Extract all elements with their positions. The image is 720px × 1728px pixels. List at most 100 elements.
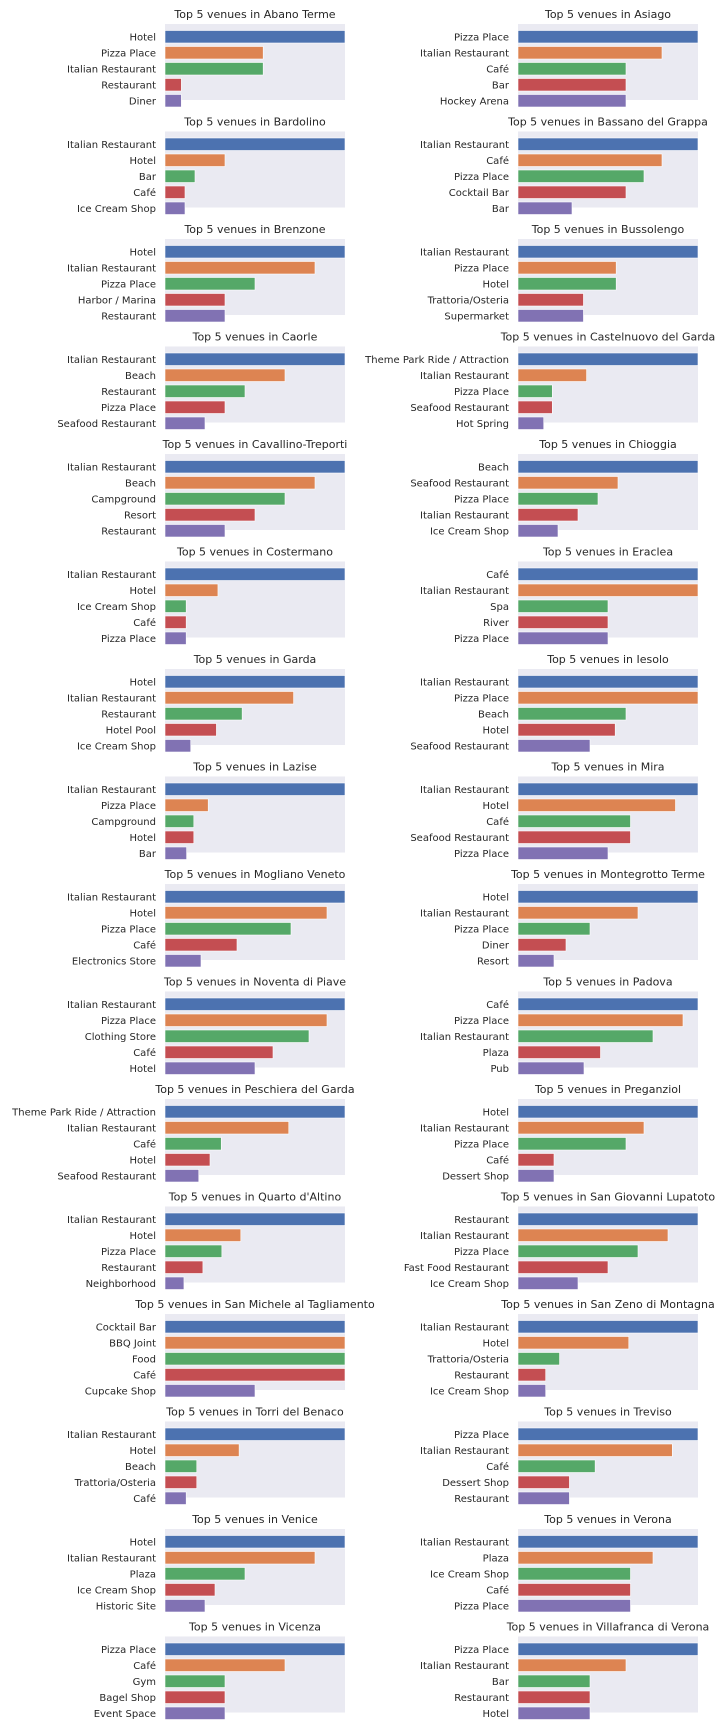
chart-panel: Top 5 venues in Castelnuovo del Garda The… xyxy=(364,331,715,430)
category-label: Restaurant xyxy=(101,709,156,720)
chart-panel: Top 5 venues in Padova Café Pizza Place Ita… xyxy=(420,976,699,1075)
bar xyxy=(517,1212,699,1226)
bar xyxy=(164,1320,346,1334)
bar xyxy=(164,309,226,323)
bar xyxy=(517,368,587,382)
bar xyxy=(164,1244,223,1258)
bar xyxy=(164,1475,198,1489)
category-label: Pizza Place xyxy=(101,801,156,812)
category-label: Hotel xyxy=(130,1446,157,1457)
category-label: Café xyxy=(486,816,509,828)
chart-panel: Top 5 venues in Cavallino-Treporti Italia… xyxy=(67,438,347,537)
bar xyxy=(517,707,627,721)
bar xyxy=(164,476,316,490)
category-label: Italian Restaurant xyxy=(420,1032,509,1043)
category-label: Italian Restaurant xyxy=(67,355,156,366)
bar xyxy=(517,1599,631,1613)
chart-title: Top 5 venues in Venice xyxy=(191,1513,318,1526)
category-label: Café xyxy=(486,569,509,581)
bar xyxy=(164,631,187,645)
bar xyxy=(164,201,186,215)
chart-panel: Top 5 venues in Quarto d'Altino Italian R… xyxy=(67,1191,346,1290)
bar xyxy=(517,1551,654,1565)
chart-title: Top 5 venues in Bussolengo xyxy=(531,223,685,236)
bar xyxy=(517,846,609,860)
bar xyxy=(164,1658,286,1672)
bar xyxy=(517,293,584,307)
category-label: Restaurant xyxy=(101,387,156,398)
bar xyxy=(517,94,627,108)
category-label: Italian Restaurant xyxy=(420,371,509,382)
category-label: Italian Restaurant xyxy=(420,677,509,688)
chart-title: Top 5 venues in Costermano xyxy=(176,546,333,559)
category-label: Italian Restaurant xyxy=(420,1123,509,1134)
category-label: Café xyxy=(486,155,509,167)
chart-title: Top 5 venues in Montegrotto Terme xyxy=(510,868,705,881)
bar xyxy=(164,137,346,151)
category-label: Italian Restaurant xyxy=(420,247,509,258)
bar xyxy=(517,1228,669,1242)
category-label: Hotel xyxy=(483,892,510,903)
category-label: Neighborhood xyxy=(86,1279,156,1290)
chart-panel: Top 5 venues in Eraclea Café Italian Resta… xyxy=(420,546,699,645)
bar xyxy=(517,1658,627,1672)
chart-panel: Top 5 venues in San Zeno di Montagna Ital… xyxy=(420,1298,715,1397)
category-label: Hot Spring xyxy=(456,419,509,430)
chart-panel: Top 5 venues in Preganziol Hotel Italian R… xyxy=(420,1083,699,1182)
chart-title: Top 5 venues in Chioggia xyxy=(538,438,677,451)
bar xyxy=(517,1244,639,1258)
category-label: Restaurant xyxy=(101,526,156,537)
category-label: Pizza Place xyxy=(454,1645,509,1656)
category-label: Italian Restaurant xyxy=(67,1123,156,1134)
chart-title: Top 5 venues in Garda xyxy=(193,653,317,666)
chart-title: Top 5 venues in Bassano del Grappa xyxy=(507,116,708,129)
category-label: Bar xyxy=(139,849,157,860)
bar xyxy=(517,922,591,936)
chart-title: Top 5 venues in Brenzone xyxy=(183,223,325,236)
bar xyxy=(164,94,182,108)
bar xyxy=(517,1105,699,1119)
bar xyxy=(517,1690,591,1704)
bar xyxy=(517,508,579,522)
bar xyxy=(164,400,226,414)
category-label: Italian Restaurant xyxy=(67,892,156,903)
category-label: Food xyxy=(132,1354,156,1365)
chart-panel: Top 5 venues in Bussolengo Italian Restau… xyxy=(420,223,699,322)
category-label: Bar xyxy=(492,1677,510,1688)
bar xyxy=(164,62,264,76)
chart-title: Top 5 venues in Mira xyxy=(550,761,664,774)
chart-panel: Top 5 venues in Iesolo Italian Restaurant… xyxy=(410,653,699,752)
category-label: Hotel xyxy=(483,1709,510,1720)
bar xyxy=(164,1535,346,1549)
category-label: Italian Restaurant xyxy=(67,1000,156,1011)
bar xyxy=(517,524,559,538)
category-label: Campground xyxy=(91,817,156,828)
category-label: Italian Restaurant xyxy=(67,570,156,581)
category-label: Café xyxy=(486,1154,509,1166)
bar xyxy=(164,1105,346,1119)
bar xyxy=(164,1061,256,1075)
category-label: Pizza Place xyxy=(454,693,509,704)
bar xyxy=(164,46,264,60)
category-label: Italian Restaurant xyxy=(420,1446,509,1457)
bar xyxy=(164,1599,206,1613)
bar xyxy=(164,814,195,828)
bar xyxy=(517,890,699,904)
bar xyxy=(164,830,195,844)
category-label: Café xyxy=(133,1660,156,1672)
bar xyxy=(517,261,617,275)
bar xyxy=(164,153,226,167)
bar xyxy=(164,277,256,291)
bar xyxy=(164,492,286,506)
category-label: Hotel xyxy=(483,801,510,812)
chart-title: Top 5 venues in Asiago xyxy=(544,8,671,21)
bar xyxy=(164,954,202,968)
chart-title: Top 5 venues in Abano Terme xyxy=(173,8,335,21)
category-label: Hotel xyxy=(130,247,157,258)
category-label: Ice Cream Shop xyxy=(430,1386,509,1397)
category-label: Italian Restaurant xyxy=(67,693,156,704)
chart-title: Top 5 venues in Quarto d'Altino xyxy=(168,1191,342,1204)
chart-title: Top 5 venues in Torri del Benaco xyxy=(165,1406,344,1419)
category-label: Pizza Place xyxy=(454,634,509,645)
category-label: Pizza Place xyxy=(454,1601,509,1612)
